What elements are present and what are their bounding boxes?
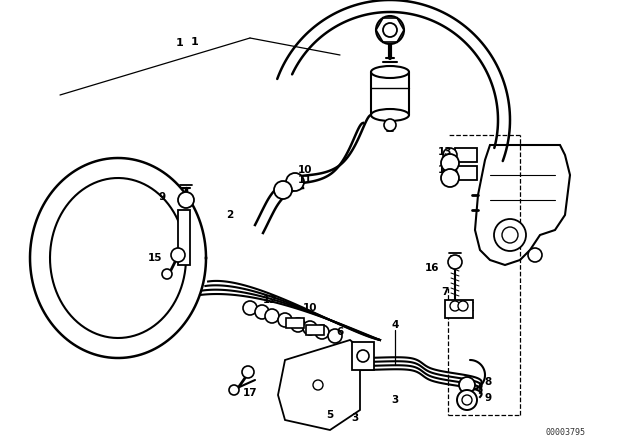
Circle shape bbox=[178, 192, 194, 208]
Circle shape bbox=[376, 16, 404, 44]
Bar bbox=[352, 342, 374, 370]
Ellipse shape bbox=[371, 66, 409, 78]
Text: 12: 12 bbox=[263, 295, 277, 305]
Polygon shape bbox=[278, 340, 360, 430]
Circle shape bbox=[171, 248, 185, 262]
Circle shape bbox=[243, 301, 257, 315]
Circle shape bbox=[278, 313, 292, 327]
Text: 15: 15 bbox=[148, 253, 163, 263]
Circle shape bbox=[274, 181, 292, 199]
Circle shape bbox=[255, 305, 269, 319]
Text: 16: 16 bbox=[425, 263, 439, 273]
Text: 3: 3 bbox=[392, 395, 399, 405]
Polygon shape bbox=[475, 145, 570, 265]
Circle shape bbox=[291, 318, 305, 332]
Circle shape bbox=[443, 148, 457, 162]
Circle shape bbox=[313, 380, 323, 390]
Text: 9: 9 bbox=[159, 192, 166, 202]
Circle shape bbox=[441, 169, 459, 187]
Circle shape bbox=[443, 166, 457, 180]
Circle shape bbox=[462, 395, 472, 405]
Bar bbox=[455, 148, 477, 162]
Text: 9: 9 bbox=[484, 393, 492, 403]
Bar bbox=[445, 300, 473, 318]
Text: 7: 7 bbox=[442, 287, 449, 297]
Text: 3: 3 bbox=[351, 413, 358, 423]
Text: 5: 5 bbox=[326, 410, 333, 420]
Text: 1: 1 bbox=[176, 38, 184, 48]
Circle shape bbox=[162, 269, 172, 279]
Text: 14: 14 bbox=[438, 165, 452, 175]
Bar bbox=[286, 318, 304, 328]
Circle shape bbox=[286, 173, 304, 191]
Circle shape bbox=[458, 301, 468, 311]
Ellipse shape bbox=[371, 109, 409, 121]
Bar bbox=[178, 210, 190, 265]
Text: 00003795: 00003795 bbox=[545, 427, 585, 436]
Circle shape bbox=[494, 219, 526, 251]
Circle shape bbox=[441, 154, 459, 172]
Circle shape bbox=[357, 350, 369, 362]
Circle shape bbox=[448, 255, 462, 269]
Text: 6: 6 bbox=[337, 327, 344, 337]
Text: 13: 13 bbox=[438, 147, 452, 157]
Circle shape bbox=[383, 23, 397, 37]
Bar bbox=[306, 325, 324, 335]
Circle shape bbox=[242, 366, 254, 378]
Circle shape bbox=[265, 309, 279, 323]
Text: 10: 10 bbox=[303, 303, 317, 313]
Circle shape bbox=[459, 377, 475, 393]
Circle shape bbox=[315, 325, 329, 339]
Text: 17: 17 bbox=[243, 388, 257, 398]
Text: 1: 1 bbox=[191, 37, 199, 47]
Circle shape bbox=[457, 390, 477, 410]
Circle shape bbox=[303, 321, 317, 335]
Circle shape bbox=[384, 119, 396, 131]
Circle shape bbox=[450, 301, 460, 311]
Text: 4: 4 bbox=[391, 320, 399, 330]
Circle shape bbox=[328, 329, 342, 343]
Text: 10: 10 bbox=[298, 165, 312, 175]
Circle shape bbox=[502, 227, 518, 243]
Text: 2: 2 bbox=[227, 210, 234, 220]
Circle shape bbox=[528, 248, 542, 262]
Circle shape bbox=[229, 385, 239, 395]
Bar bbox=[455, 166, 477, 180]
Text: 8: 8 bbox=[484, 377, 492, 387]
Text: 11: 11 bbox=[298, 175, 312, 185]
